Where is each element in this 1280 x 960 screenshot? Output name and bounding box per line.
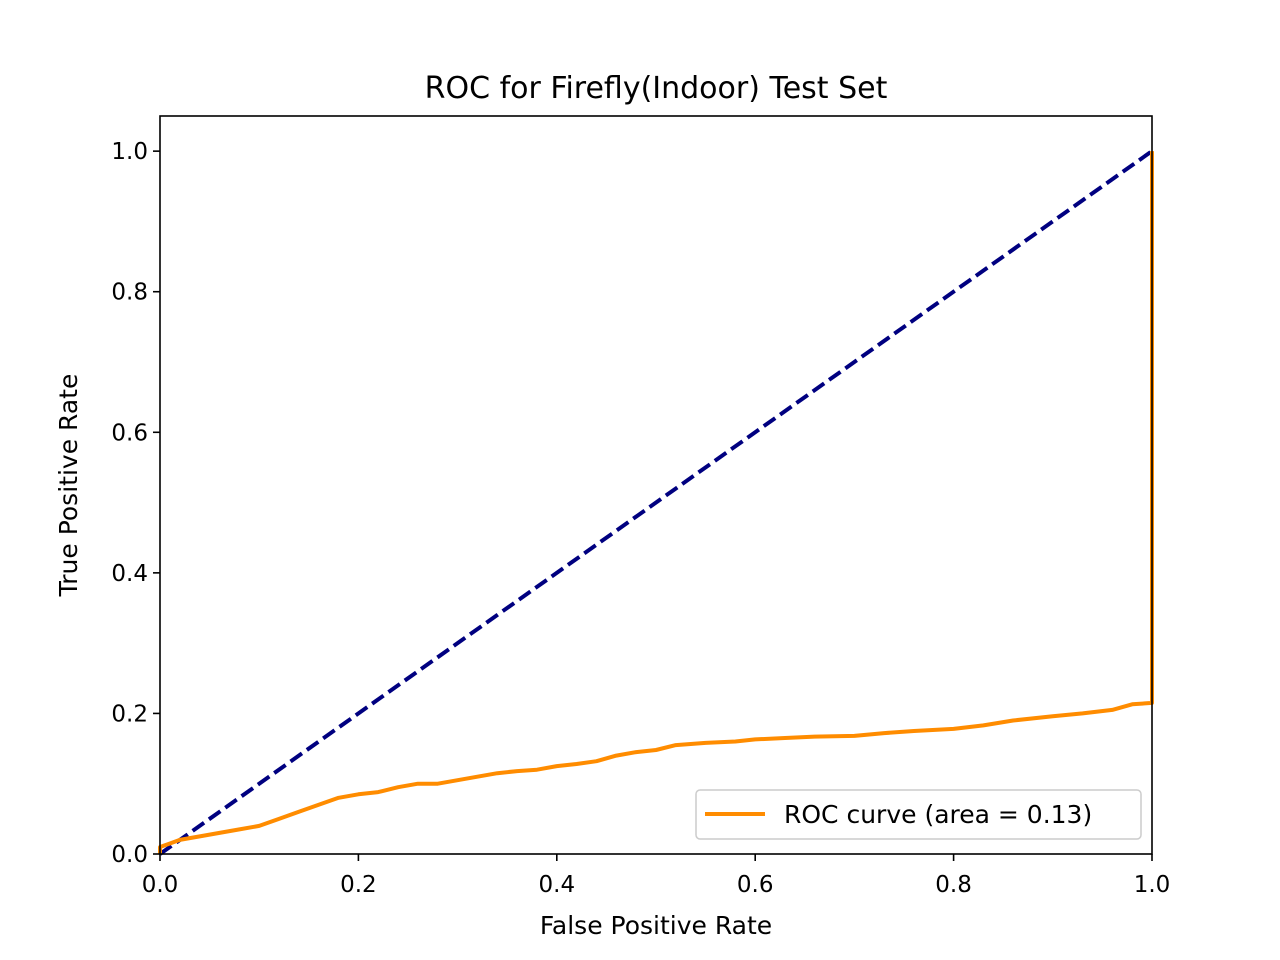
chance-diagonal-line [158, 149, 1154, 856]
x-tick-label: 1.0 [1134, 872, 1171, 898]
y-tick-label: 0.4 [111, 561, 148, 587]
y-axis: 0.0 0.2 0.4 0.6 0.8 1.0 [111, 139, 160, 868]
x-axis: 0.0 0.2 0.4 0.6 0.8 1.0 [142, 854, 1171, 898]
y-tick-label: 1.0 [111, 139, 148, 165]
y-tick-label: 0.6 [111, 420, 148, 446]
chart-title: ROC for Firefly(Indoor) Test Set [425, 71, 888, 106]
plot-area [158, 149, 1154, 856]
legend: ROC curve (area = 0.13) [695, 789, 1142, 840]
legend-label-roc: ROC curve (area = 0.13) [784, 800, 1092, 829]
x-tick-label: 0.8 [935, 872, 972, 898]
x-axis-label: False Positive Rate [540, 911, 772, 940]
x-tick-label: 0.4 [539, 872, 576, 898]
y-tick-label: 0.0 [111, 842, 148, 868]
legend-frame [695, 789, 1142, 840]
x-tick-label: 0.2 [340, 872, 377, 898]
x-tick-label: 0.6 [737, 872, 774, 898]
y-axis-label: True Positive Rate [54, 374, 83, 598]
roc-curve-line [158, 151, 1154, 854]
plot-frame [159, 115, 1153, 855]
y-tick-label: 0.2 [111, 701, 148, 727]
x-tick-label: 0.0 [142, 872, 179, 898]
y-tick-label: 0.8 [111, 280, 148, 306]
